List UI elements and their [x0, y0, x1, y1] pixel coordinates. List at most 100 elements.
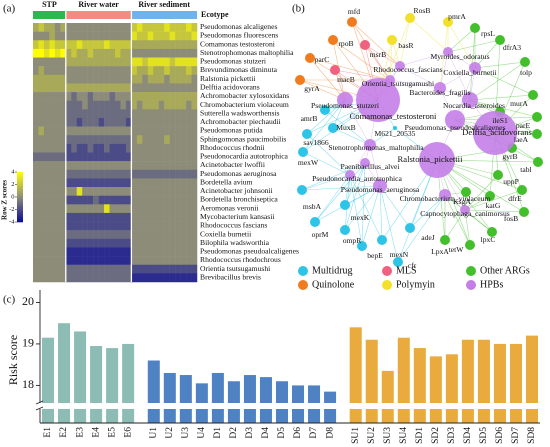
heatmap-cell	[71, 152, 77, 162]
heatmap-cell	[142, 178, 149, 188]
heatmap-cell	[54, 195, 61, 205]
node-label: tabl	[520, 165, 531, 174]
axis-break-band	[34, 403, 542, 409]
heatmap-cell	[76, 31, 83, 41]
bar	[147, 360, 160, 423]
node	[485, 191, 495, 201]
node-label: gyrB	[502, 152, 517, 161]
heatmap-cell	[191, 117, 198, 127]
heatmap-cell	[169, 143, 176, 153]
heatmap-cell	[60, 40, 67, 50]
heatmap-cell	[180, 117, 187, 127]
heatmap-cell	[109, 83, 116, 93]
heatmap-cell	[76, 83, 83, 93]
heatmap-cell	[93, 152, 99, 162]
heatmap-cell	[169, 195, 176, 205]
colorbar-step	[17, 208, 23, 210]
heatmap-cell	[120, 117, 127, 127]
heatmap-cell	[175, 230, 181, 240]
bar	[413, 348, 426, 423]
heatmap-cell	[180, 74, 187, 84]
heatmap-cell	[191, 178, 198, 188]
heatmap-cell	[76, 57, 83, 67]
row-label: Ralstonia pickettii	[200, 74, 255, 83]
edge	[447, 27, 476, 53]
heatmap-cell	[65, 221, 72, 231]
heatmap-cell	[98, 264, 105, 274]
heatmap-cell	[136, 169, 143, 179]
heatmap-cell	[49, 264, 56, 274]
heatmap-cell	[115, 212, 121, 222]
heatmap-cell	[65, 126, 72, 136]
edge	[332, 39, 391, 81]
edge	[344, 162, 366, 231]
heatmap-cell	[142, 135, 149, 145]
node	[440, 235, 450, 245]
heatmap-cell	[76, 152, 83, 162]
heatmap-cell	[125, 187, 132, 196]
heatmap-cell	[120, 135, 127, 145]
heatmap-cell	[180, 212, 187, 222]
row-label: Aeromonas veronii	[200, 203, 258, 212]
heatmap-cell	[65, 273, 72, 283]
heatmap-cell	[49, 143, 56, 153]
heatmap-cell	[169, 178, 176, 188]
heatmap-cell	[186, 40, 192, 50]
heatmap-cell	[49, 40, 56, 50]
edge	[309, 57, 391, 81]
heatmap-cell	[87, 221, 94, 231]
ecotype-name: STP	[42, 0, 57, 9]
heatmap-cell	[125, 31, 132, 41]
heatmap-cell	[136, 178, 143, 188]
heatmap-cell	[142, 247, 149, 257]
heatmap-cell	[147, 169, 154, 179]
row-label: Sutterella wadsworthensis	[200, 108, 280, 117]
heatmap-cell	[82, 48, 88, 58]
node-label: msbA	[303, 202, 322, 211]
node	[297, 185, 307, 195]
heatmap-cell	[71, 221, 77, 231]
node	[337, 92, 353, 108]
heatmap-cell	[76, 212, 83, 222]
node-label: mexW	[298, 158, 319, 167]
heatmap-cell	[109, 161, 116, 171]
heatmap-cell	[82, 169, 88, 179]
heatmap-cell	[104, 187, 110, 196]
heatmap-cell	[87, 83, 94, 93]
heatmap-cell	[136, 195, 143, 205]
node	[302, 129, 312, 139]
panel-label: (a)	[3, 3, 16, 15]
node-label: fosB	[504, 214, 518, 223]
heatmap-cell	[87, 48, 94, 58]
row-label: Delftia acidovorans	[200, 83, 260, 92]
heatmap-cell	[43, 187, 50, 196]
heatmap-cell	[191, 31, 198, 41]
heatmap-cell	[98, 57, 105, 67]
row-label: Stenotrophomonas maltophilia	[200, 48, 294, 57]
edge	[379, 185, 411, 229]
heatmap-cell	[125, 57, 132, 67]
edge	[439, 51, 449, 89]
x-tick-label: D4	[261, 427, 271, 439]
heatmap-cell	[71, 57, 77, 67]
heatmap-cell	[104, 48, 110, 58]
heatmap-cell	[43, 212, 50, 222]
heatmap-cell	[93, 31, 99, 41]
heatmap-cell	[82, 126, 88, 136]
heatmap-cell	[65, 212, 72, 222]
heatmap-cell	[186, 143, 192, 153]
heatmap-cell	[76, 126, 83, 136]
colorbar-step	[17, 192, 23, 194]
heatmap-cell	[98, 178, 105, 188]
heatmap-cell	[147, 57, 154, 67]
heatmap-cell	[76, 23, 83, 32]
heatmap-cell	[153, 264, 159, 274]
node	[439, 189, 451, 201]
heatmap-cell	[38, 31, 45, 41]
heatmap-cell	[104, 109, 110, 119]
heatmap-cell	[82, 100, 88, 110]
heatmap-cell	[43, 195, 50, 205]
heatmap-cell	[93, 221, 99, 231]
heatmap-cell	[120, 273, 127, 283]
heatmap-cell	[104, 23, 110, 32]
